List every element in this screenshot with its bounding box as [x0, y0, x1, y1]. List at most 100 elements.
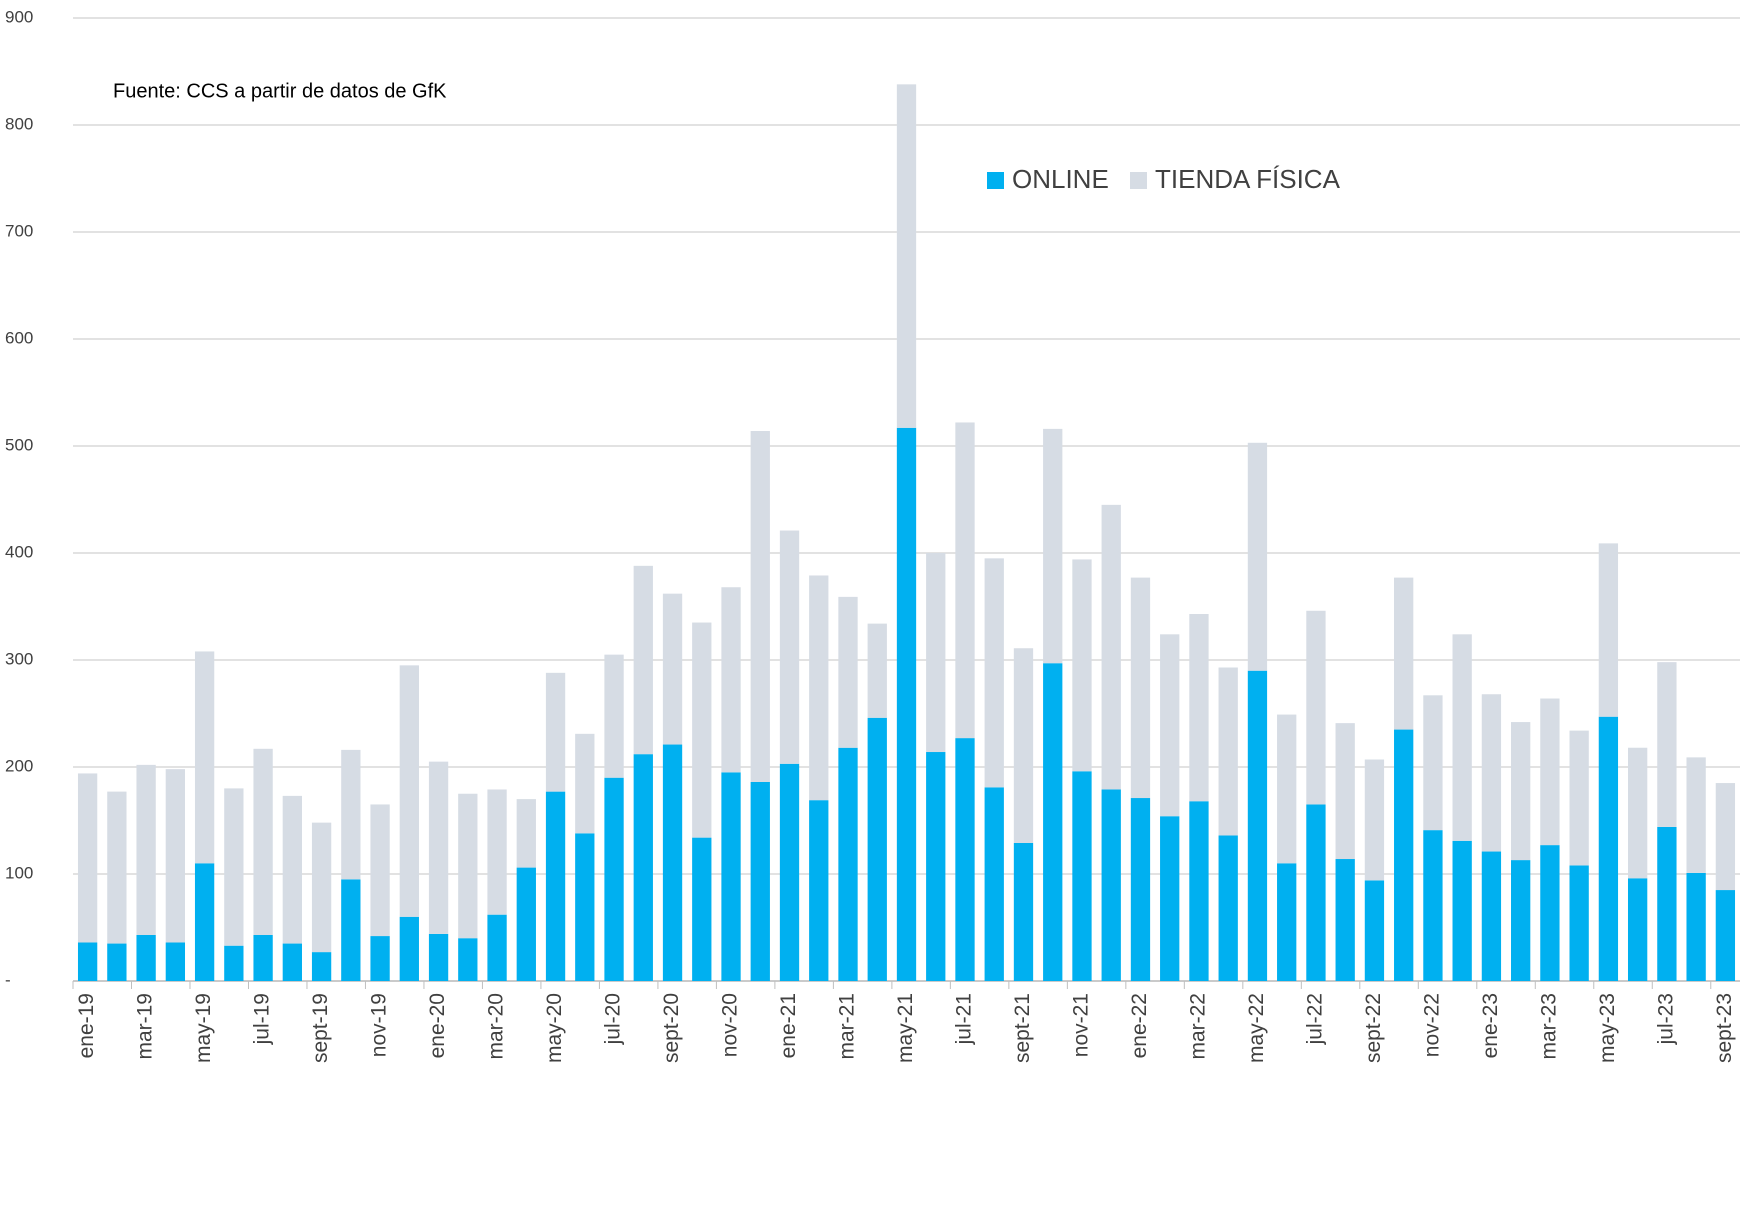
y-tick-label: 500 — [5, 435, 33, 454]
bar-segment — [1130, 798, 1151, 981]
bar-segment — [750, 431, 770, 782]
bar-segment — [1218, 835, 1238, 981]
x-tick-label: jul-19 — [251, 993, 274, 1045]
bar-segment — [1715, 783, 1736, 891]
bar-segment — [604, 777, 624, 981]
bar-segment — [194, 863, 215, 981]
bar-segment — [253, 748, 273, 935]
bar-segment — [1540, 698, 1560, 846]
bar-segment — [165, 769, 186, 943]
x-tick-label: nov-21 — [1070, 993, 1093, 1057]
bar-segment — [1013, 842, 1034, 981]
bar-segment — [662, 593, 683, 745]
bar-segment — [194, 651, 215, 864]
x-tick-label: jul-20 — [602, 993, 625, 1045]
x-tick-label: ene-21 — [777, 993, 800, 1058]
legend-swatch — [1130, 172, 1147, 189]
legend-label: TIENDA FÍSICA — [1155, 164, 1341, 194]
x-tick-label: ene-20 — [426, 993, 449, 1058]
x-tick-label: jul-21 — [953, 993, 976, 1045]
x-tick-label: ene-19 — [75, 993, 98, 1058]
bar-segment — [516, 799, 536, 868]
bar-segment — [1423, 695, 1443, 831]
x-tick-label: nov-22 — [1420, 993, 1443, 1057]
x-tick-label: may-20 — [543, 993, 566, 1063]
y-tick-label: 600 — [5, 328, 33, 347]
bar-segment — [604, 654, 624, 778]
bar-segment — [1452, 634, 1472, 841]
bar-segment — [1247, 670, 1268, 981]
legend-swatch — [987, 172, 1004, 189]
bar-segment — [1598, 716, 1619, 981]
bar-segment — [311, 822, 332, 953]
bar-segment — [224, 788, 244, 946]
bar-segment — [1043, 663, 1063, 981]
bar-segment — [809, 800, 829, 981]
bar-segment — [1540, 845, 1560, 981]
bar-segment — [1686, 757, 1706, 873]
bar-segment — [1423, 830, 1443, 981]
x-tick-label: nov-19 — [368, 993, 391, 1057]
bar-segment — [692, 622, 712, 838]
bar-segment — [1394, 729, 1414, 981]
bar-segment — [1277, 714, 1297, 864]
bar-segment — [1189, 801, 1209, 981]
bar-segment — [692, 837, 712, 981]
bar-segment — [370, 936, 390, 981]
bar-segment — [926, 752, 946, 981]
y-tick-label: 200 — [5, 756, 33, 775]
bar-segment — [107, 943, 127, 981]
bar-segment — [399, 916, 419, 981]
bar-segment — [458, 938, 478, 981]
bar-segment — [282, 795, 302, 944]
bar-segment — [575, 833, 595, 981]
bar-segment — [1364, 759, 1385, 881]
bar-segment — [1335, 859, 1355, 981]
bar-segment — [1277, 863, 1297, 981]
bar-segment — [107, 791, 127, 944]
bar-segment — [1569, 865, 1589, 981]
bar-segment — [926, 553, 946, 753]
bar-segment — [1569, 730, 1589, 866]
x-tick-label: may-22 — [1245, 993, 1268, 1063]
bar-segment — [458, 793, 478, 939]
bar-segment — [1627, 747, 1648, 879]
y-tick-label: 100 — [5, 863, 33, 882]
legend-label: ONLINE — [1012, 164, 1109, 194]
bar-segment — [955, 422, 975, 739]
x-tick-label: sept-19 — [309, 993, 332, 1063]
bar-segment — [779, 763, 800, 981]
bar-segment — [1306, 804, 1326, 981]
bar-segment — [1043, 428, 1063, 664]
x-tick-label: may-23 — [1596, 993, 1619, 1063]
x-tick-label: mar-23 — [1537, 993, 1560, 1060]
bar-segment — [984, 787, 1004, 981]
bar-segment — [77, 773, 98, 943]
bar-segment — [575, 733, 595, 834]
bar-segment — [721, 587, 741, 773]
bar-segment — [1598, 543, 1619, 717]
bar-segment — [516, 867, 536, 981]
bar-segment — [253, 934, 273, 981]
bar-segment — [867, 717, 887, 981]
x-tick-label: ene-23 — [1479, 993, 1502, 1058]
bar-segment — [896, 84, 917, 428]
bar-segment — [1101, 504, 1121, 790]
bar-segment — [1072, 559, 1092, 772]
x-tick-label: may-19 — [192, 993, 215, 1063]
bar-segment — [867, 623, 887, 718]
bar-segment — [633, 565, 653, 755]
bar-segment — [1481, 851, 1502, 981]
bar-segment — [282, 943, 302, 981]
source-note: Fuente: CCS a partir de datos de GfK — [113, 80, 447, 102]
bar-segment — [1335, 723, 1355, 860]
bar-segment — [1715, 890, 1736, 981]
bar-segment — [1218, 667, 1238, 836]
bar-segment — [1130, 577, 1151, 799]
x-tick-label: jul-22 — [1303, 993, 1326, 1045]
bar-segment — [955, 738, 975, 981]
bar-segment — [779, 530, 800, 764]
x-tick-label: ene-22 — [1128, 993, 1151, 1058]
bar-segment — [545, 672, 566, 792]
bar-segment — [136, 764, 156, 935]
